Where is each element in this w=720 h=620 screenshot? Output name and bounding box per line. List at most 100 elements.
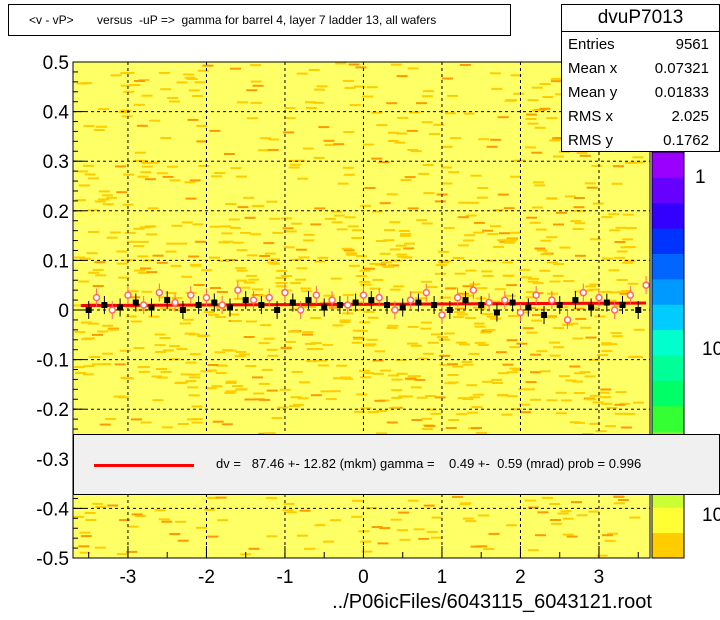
density-cell [126, 550, 138, 553]
density-cell [160, 88, 172, 91]
data-point [352, 299, 359, 306]
density-cell [519, 311, 531, 314]
density-cell [320, 390, 332, 393]
density-cell [267, 148, 279, 151]
density-cell [433, 123, 445, 126]
density-cell [221, 423, 233, 426]
density-cell [116, 191, 128, 194]
density-cell [284, 117, 296, 120]
density-cell [158, 296, 170, 299]
density-cell [584, 375, 596, 378]
density-cell [472, 393, 484, 396]
density-cell [363, 372, 375, 375]
density-cell [434, 396, 446, 399]
density-cell [410, 344, 422, 347]
density-cell [184, 181, 196, 184]
stats-row-rms-x: RMS x 2.025 [562, 104, 719, 128]
density-cell [156, 261, 168, 264]
data-point [124, 291, 132, 299]
density-cell [461, 360, 473, 363]
density-cell [397, 529, 408, 532]
density-cell [376, 124, 388, 127]
data-point [563, 316, 572, 324]
density-cell [211, 175, 223, 178]
density-cell [185, 361, 197, 364]
density-cell [248, 547, 260, 550]
density-cell [474, 325, 486, 328]
density-cell [331, 210, 343, 213]
density-cell [477, 187, 489, 189]
density-cell [476, 545, 488, 548]
density-cell [335, 62, 347, 65]
density-cell [478, 138, 490, 141]
density-cell [527, 506, 539, 509]
density-cell [510, 74, 522, 77]
data-point [619, 302, 626, 309]
density-cell [266, 535, 278, 538]
density-cell [465, 214, 477, 217]
data-point [556, 302, 563, 309]
density-cell [288, 159, 300, 162]
density-cell [490, 72, 501, 75]
density-cell [120, 109, 132, 112]
density-cell [208, 313, 219, 316]
density-cell [259, 255, 271, 257]
density-cell [83, 365, 95, 368]
y-tick-label: 0.3 [43, 152, 69, 173]
density-cell [167, 165, 178, 168]
density-cell [130, 320, 142, 323]
density-cell [504, 99, 516, 102]
y-tick-label: 0.1 [43, 251, 69, 272]
density-cell [614, 403, 626, 406]
density-cell [250, 233, 262, 236]
density-cell [229, 226, 241, 229]
density-cell [353, 337, 365, 340]
density-cell [611, 182, 623, 185]
density-cell [559, 246, 571, 249]
density-cell [391, 378, 403, 381]
density-cell [349, 104, 361, 107]
density-cell [351, 237, 363, 239]
density-cell [396, 372, 408, 375]
density-cell [330, 277, 342, 280]
density-cell [369, 262, 381, 265]
density-cell [118, 276, 130, 279]
density-cell [376, 240, 388, 242]
density-cell [575, 317, 587, 320]
density-cell [445, 287, 456, 290]
density-cell [124, 231, 136, 234]
stats-value: 0.07321 [654, 59, 709, 77]
density-cell [77, 170, 88, 173]
y-tick-label: 0.4 [43, 103, 70, 124]
density-cell [165, 250, 177, 253]
density-cell [529, 221, 541, 224]
density-cell [560, 510, 572, 513]
density-cell [462, 294, 474, 297]
density-cell [619, 292, 631, 295]
density-cell [181, 275, 193, 278]
density-cell [396, 253, 408, 256]
density-cell [258, 432, 270, 435]
density-cell [493, 245, 505, 248]
density-cell [531, 314, 543, 317]
density-cell [204, 508, 216, 511]
density-cell [271, 417, 283, 420]
density-cell [407, 499, 419, 502]
density-cell [371, 111, 383, 114]
density-cell [410, 291, 422, 294]
density-cell [530, 371, 542, 374]
density-cell [386, 102, 398, 105]
density-cell [106, 196, 117, 199]
density-cell [246, 89, 258, 92]
density-cell [477, 344, 489, 346]
density-cell [266, 200, 278, 203]
density-cell [553, 263, 565, 266]
density-cell [445, 112, 456, 115]
density-cell [302, 331, 314, 334]
density-cell [491, 378, 503, 381]
density-cell [233, 297, 245, 300]
density-cell [380, 369, 392, 372]
density-cell [542, 496, 553, 499]
density-cell [86, 252, 98, 255]
density-cell [509, 346, 521, 349]
